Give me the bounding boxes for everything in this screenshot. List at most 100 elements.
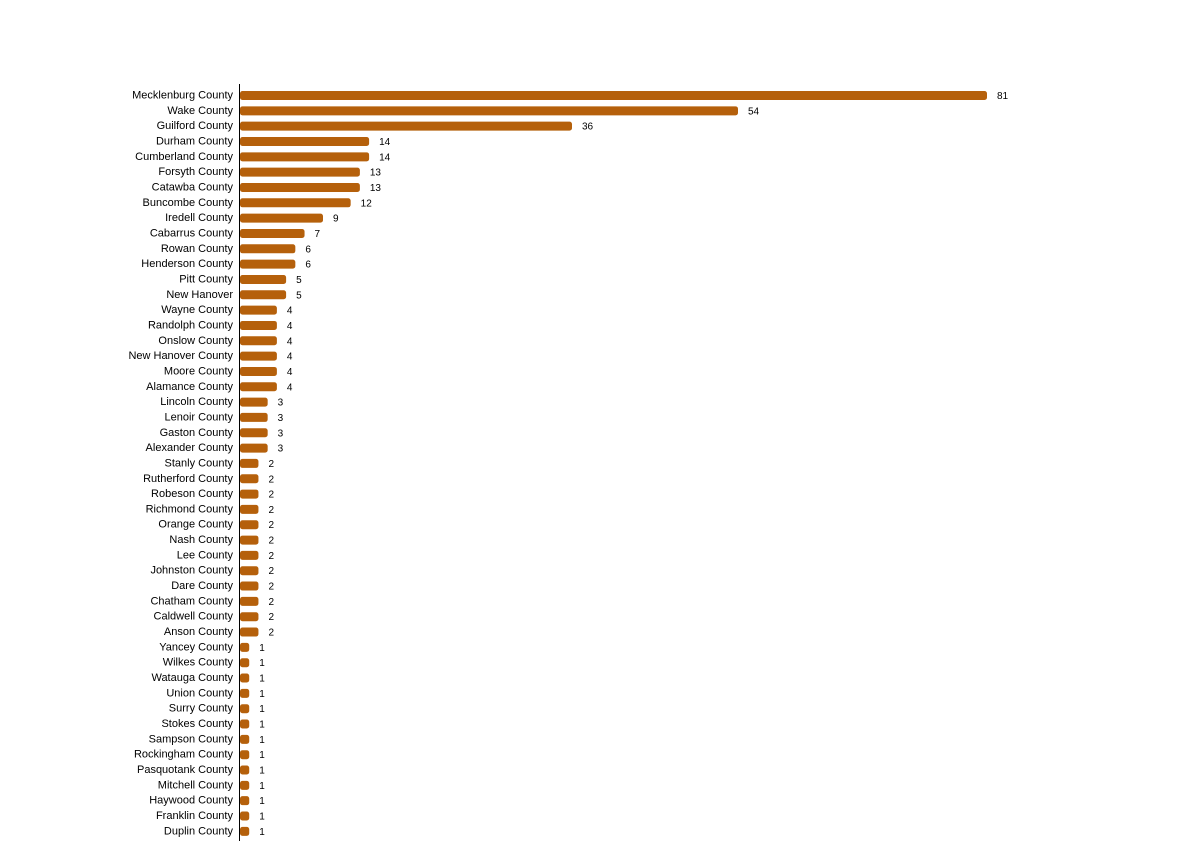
category-label: Surry County <box>169 703 234 715</box>
value-label: 7 <box>315 229 321 240</box>
value-label: 36 <box>582 122 594 133</box>
bar <box>240 397 268 407</box>
category-label: Dare County <box>171 580 233 592</box>
category-label: Stokes County <box>161 718 233 730</box>
bar <box>240 198 351 208</box>
category-label: Lee County <box>177 549 234 561</box>
category-label: Rowan County <box>161 243 234 255</box>
category-label: Wilkes County <box>163 657 234 669</box>
category-label: Henderson County <box>141 258 233 270</box>
bar <box>240 673 250 683</box>
value-label: 1 <box>259 750 265 761</box>
bar <box>240 428 268 438</box>
bar <box>240 259 296 269</box>
category-label: Gaston County <box>160 427 234 439</box>
value-label: 1 <box>259 796 265 807</box>
category-label: Durham County <box>156 135 234 147</box>
category-label: Pasquotank County <box>137 764 234 776</box>
category-label: Rutherford County <box>143 473 233 485</box>
category-label: Catawba County <box>152 181 234 193</box>
bar <box>240 581 259 591</box>
category-label: Johnston County <box>150 565 233 577</box>
category-label: Stanly County <box>165 457 234 469</box>
value-label: 2 <box>268 505 274 516</box>
value-label: 1 <box>259 658 265 669</box>
category-label: Watauga County <box>151 672 233 684</box>
bar <box>240 228 305 238</box>
category-label: New Hanover <box>166 289 233 301</box>
category-label: Wayne County <box>161 304 233 316</box>
category-label: Rockingham County <box>134 749 234 761</box>
value-label: 1 <box>259 781 265 792</box>
bar <box>240 244 296 254</box>
value-label: 3 <box>278 398 284 409</box>
bar <box>240 458 259 468</box>
category-label: Moore County <box>164 365 234 377</box>
value-label: 2 <box>268 551 274 562</box>
category-label: Randolph County <box>148 319 234 331</box>
bar <box>240 121 572 131</box>
value-label: 3 <box>278 428 284 439</box>
category-label: Iredell County <box>165 212 233 224</box>
bar <box>240 826 250 836</box>
category-label: Guilford County <box>157 120 234 132</box>
bar <box>240 504 259 514</box>
bar <box>240 152 370 162</box>
bar <box>240 765 250 775</box>
value-label: 13 <box>370 168 382 179</box>
bar <box>240 91 987 100</box>
bar <box>240 566 259 576</box>
value-label: 2 <box>268 490 274 501</box>
value-label: 3 <box>278 444 284 455</box>
value-label: 4 <box>287 336 293 347</box>
bar <box>240 642 250 652</box>
category-label: Pitt County <box>179 273 233 285</box>
bar <box>240 489 259 499</box>
bar <box>240 612 259 622</box>
value-label: 4 <box>287 367 293 378</box>
bar <box>240 305 277 315</box>
value-label: 1 <box>259 674 265 685</box>
category-label: New Hanover County <box>128 350 233 362</box>
bar <box>240 520 259 530</box>
category-label: Anson County <box>164 626 234 638</box>
category-label: Buncombe County <box>143 197 234 209</box>
category-label: Haywood County <box>149 795 233 807</box>
value-label: 1 <box>259 735 265 746</box>
bar <box>240 351 277 361</box>
bar <box>240 213 323 223</box>
bar <box>240 750 250 760</box>
value-label: 81 <box>997 91 1009 102</box>
value-label: 5 <box>296 290 302 301</box>
category-label: Wake County <box>167 105 233 117</box>
category-label: Caldwell County <box>154 611 234 623</box>
bar <box>240 136 370 146</box>
value-label: 4 <box>287 321 293 332</box>
category-label: Onslow County <box>158 335 233 347</box>
bar <box>240 734 250 744</box>
value-label: 6 <box>305 244 311 255</box>
value-label: 6 <box>305 260 311 271</box>
value-label: 2 <box>268 536 274 547</box>
value-label: 9 <box>333 214 339 225</box>
category-label: Union County <box>166 687 233 699</box>
value-label: 5 <box>296 275 302 286</box>
category-label: Cabarrus County <box>150 227 234 239</box>
bar <box>240 290 287 300</box>
bar <box>240 320 277 330</box>
bar <box>240 382 277 392</box>
category-label: Yancey County <box>159 641 233 653</box>
value-label: 1 <box>259 812 265 823</box>
value-label: 1 <box>259 689 265 700</box>
value-label: 2 <box>268 612 274 623</box>
bar <box>240 688 250 698</box>
bar <box>240 811 250 821</box>
value-label: 2 <box>268 597 274 608</box>
category-label: Mecklenburg County <box>132 90 233 102</box>
value-label: 4 <box>287 306 293 317</box>
category-label: Franklin County <box>156 810 234 822</box>
value-label: 2 <box>268 566 274 577</box>
bar <box>240 412 268 422</box>
value-label: 54 <box>748 106 760 117</box>
